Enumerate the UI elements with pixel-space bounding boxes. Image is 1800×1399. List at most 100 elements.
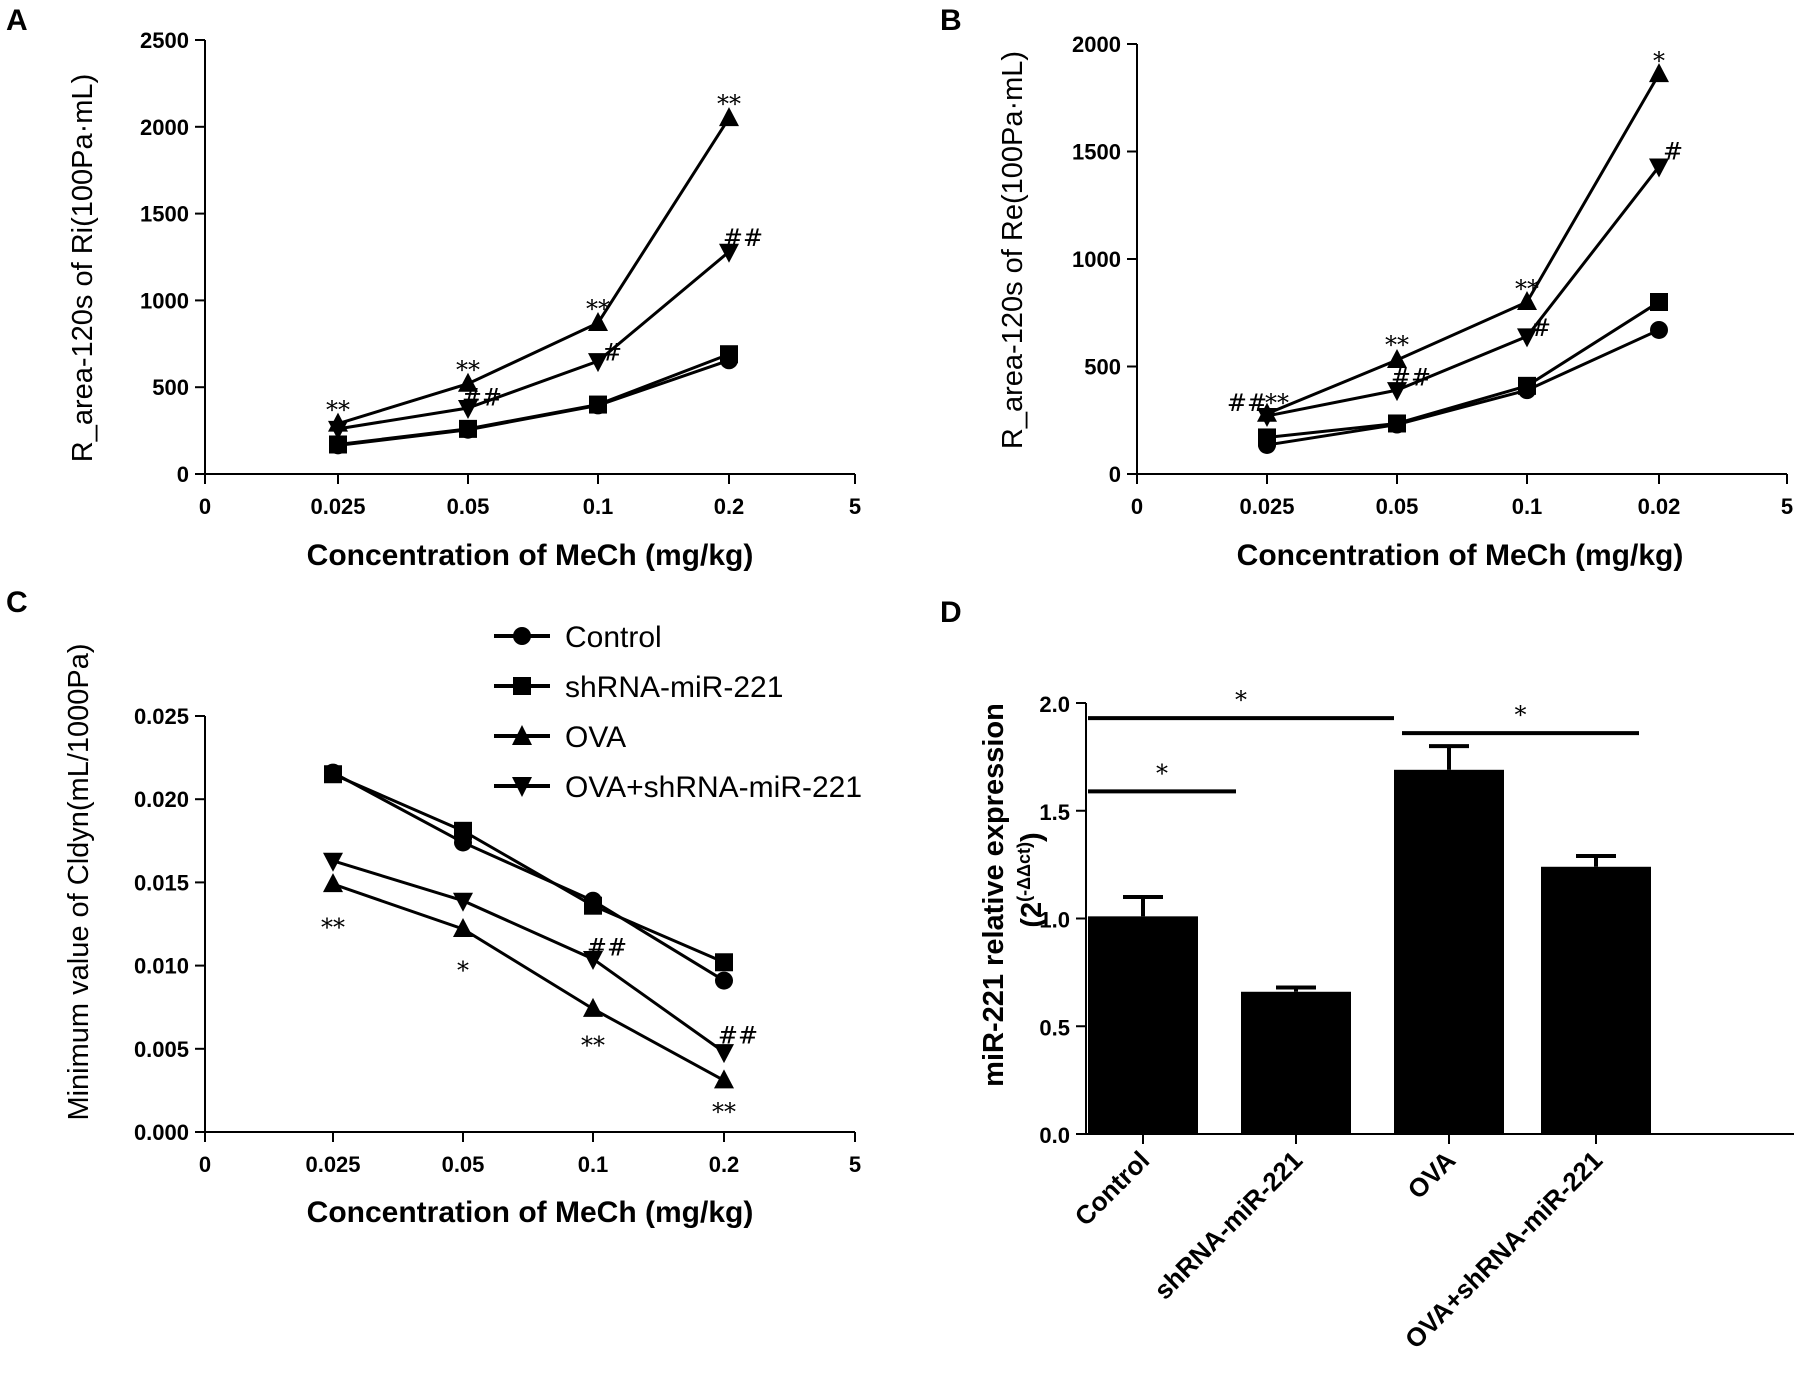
panel-c-point-square [715, 953, 733, 972]
panel-a-point-triangle-down [458, 400, 478, 420]
panel-b-point-square [1650, 293, 1668, 311]
panel-d-y-tick-label: 1.0 [1039, 908, 1070, 933]
panel-letter-c: C [6, 586, 28, 619]
panel-c-y-tick-label: 0.015 [134, 870, 189, 895]
panel-a-line-chart: 0 500 1000 1500 2000 2500 0 0.025 0.05 0.1 0.2 5 ** *… [67, 28, 861, 572]
panel-a-significance-mark: ** [326, 396, 350, 424]
panel-c-y-axis-label: Minimum value of Cldyn(mL/1000Pa) [63, 643, 95, 1120]
panel-c-series-line-triangle-up [332, 882, 725, 1082]
panel-c-point-square [454, 821, 472, 840]
legend-marker-triangle-down [512, 777, 532, 797]
panel-a-x-tick-label: 5 [849, 494, 861, 519]
panel-b-x-axis-label: Concentration of MeCh (mg/kg) [1237, 539, 1684, 572]
legend-marker-circle [513, 627, 531, 645]
panel-c-point-triangle-down [714, 1044, 734, 1064]
panel-c-x-axis-label: Concentration of MeCh (mg/kg) [307, 1196, 754, 1229]
legend-label-shrna: shRNA-miR-221 [565, 671, 783, 704]
panel-c-x-tick-label: 0.025 [305, 1152, 360, 1177]
panel-c-point-triangle-down [323, 852, 343, 872]
panel-a-y-tick-label: 500 [152, 375, 189, 400]
panel-c-x-tick-label: 0.2 [709, 1152, 740, 1177]
panel-a-y-tick-label: 2000 [140, 115, 189, 140]
panel-b-significance-mark: ## [1391, 363, 1431, 391]
panel-c-y-tick-label: 0.005 [134, 1037, 189, 1062]
panel-a-series-line-square [337, 352, 730, 446]
panel-d-bar [1241, 991, 1351, 1134]
panel-letter-d: D [940, 596, 962, 629]
panel-a-x-tick-label: 0.025 [310, 494, 365, 519]
panel-b-point-triangle-down [1649, 158, 1669, 178]
panel-c-significance-mark: ** [581, 1031, 605, 1059]
panel-d-ylabel-close: ) [1016, 832, 1048, 842]
panel-b-significance-mark: ** [1515, 275, 1539, 303]
panel-c-point-triangle-down [583, 950, 603, 970]
panel-c-significance-mark: ** [321, 913, 345, 941]
panel-b-y-tick-label: 0 [1109, 462, 1121, 487]
panel-b-point-triangle-down [1387, 382, 1407, 402]
panel-a-marks: 0 500 1000 1500 2000 2500 0 0.025 0.05 0.1 0.2 5 ** *… [140, 28, 861, 519]
panel-b-y-axis-label: R_area-120s of Re(100Pa·mL) [997, 51, 1029, 449]
panel-b-y-tick-label: 1500 [1072, 140, 1121, 165]
legend-item-shrna: shRNA-miR-221 [494, 671, 783, 704]
legend-marker-square [513, 677, 531, 695]
panel-c-y-tick-label: 0.020 [134, 787, 189, 812]
panel-b-point-triangle-up [1387, 349, 1407, 369]
panel-a-point-square [589, 395, 607, 414]
panel-d-significance-mark: * [1156, 759, 1168, 787]
panel-b-significance-mark: ## [1227, 389, 1267, 417]
panel-c-series-line-triangle-down [332, 859, 725, 1054]
panel-c-point-square [324, 765, 342, 784]
legend-label-control: Control [565, 621, 662, 654]
panel-c-point-circle [715, 971, 733, 990]
panel-a-point-triangle-up [458, 372, 478, 392]
panel-a-x-tick-label: 0.2 [714, 494, 745, 519]
panel-a-point-triangle-down [719, 243, 739, 263]
panel-c-series-line-circle [332, 771, 725, 982]
panel-c-y-tick-label: 0.025 [134, 704, 189, 729]
panel-a-y-tick-label: 1000 [140, 288, 189, 313]
panel-c-marks: 0.000 0.005 0.010 0.015 0.020 0.025 0 0.025 0.05… [134, 704, 861, 1177]
panel-a-point-triangle-up [719, 107, 739, 127]
legend-marker-triangle-up [512, 725, 532, 745]
panel-c-point-square [584, 896, 602, 915]
legend-item-ova-shrna: OVA+shRNA-miR-221 [494, 771, 862, 804]
panel-a-significance-mark: ## [462, 384, 502, 412]
panel-d-y-tick-label: 0.5 [1039, 1015, 1070, 1040]
panel-c-x-tick-label: 0.1 [578, 1152, 609, 1177]
panel-c-point-triangle-down [453, 892, 473, 912]
panel-b-significance-mark: ** [1265, 389, 1289, 417]
panel-d-y-tick-label: 2.0 [1039, 692, 1070, 717]
panel-b-point-square [1518, 376, 1536, 395]
panel-a-x-tick-label: 0 [199, 494, 211, 519]
legend-item-ova: OVA [494, 721, 626, 754]
panel-c-point-triangle-up [323, 873, 343, 893]
panel-b-y-tick-label: 1000 [1072, 247, 1121, 272]
panel-d-bar [1394, 769, 1504, 1134]
panel-c-line-chart: 0.000 0.005 0.010 0.015 0.020 0.025 0 0.025 0.05… [63, 643, 861, 1229]
panel-b-x-tick-label: 0.025 [1239, 494, 1294, 519]
panel-a-x-axis-label: Concentration of MeCh (mg/kg) [307, 539, 754, 572]
panel-d-category-label: Control [1069, 1145, 1156, 1232]
panel-d-significance-mark: * [1515, 701, 1527, 729]
panel-b-y-tick-label: 500 [1084, 355, 1121, 380]
legend: Control shRNA-miR-221 OVA OVA+shRNA-miR-… [494, 621, 862, 804]
panel-a-significance-mark: ** [586, 295, 610, 323]
panel-d-ylabel-superscript: (-ΔΔct) [1014, 842, 1034, 902]
panel-a-y-tick-label: 0 [177, 462, 189, 487]
panel-a-series-line-triangle-down [337, 250, 730, 431]
panel-a-y-tick-label: 1500 [140, 202, 189, 227]
panel-a-point-square [720, 345, 738, 364]
panel-c-significance-mark: ## [587, 933, 627, 961]
panel-b-point-triangle-down [1257, 407, 1277, 427]
panel-a-y-axis-label: R_area-120s of Ri(100Pa·mL) [67, 74, 99, 462]
panel-a-significance-mark: ** [717, 90, 741, 118]
panel-c-x-tick-label: 0 [199, 1152, 211, 1177]
panel-b-series-line-square [1266, 300, 1660, 439]
panel-c-point-triangle-up [583, 997, 603, 1017]
panel-a-point-square [459, 419, 477, 438]
legend-label-ova-shrna: OVA+shRNA-miR-221 [565, 771, 862, 804]
panel-b-point-triangle-up [1649, 63, 1669, 83]
panel-a-x-tick-label: 0.1 [583, 494, 614, 519]
